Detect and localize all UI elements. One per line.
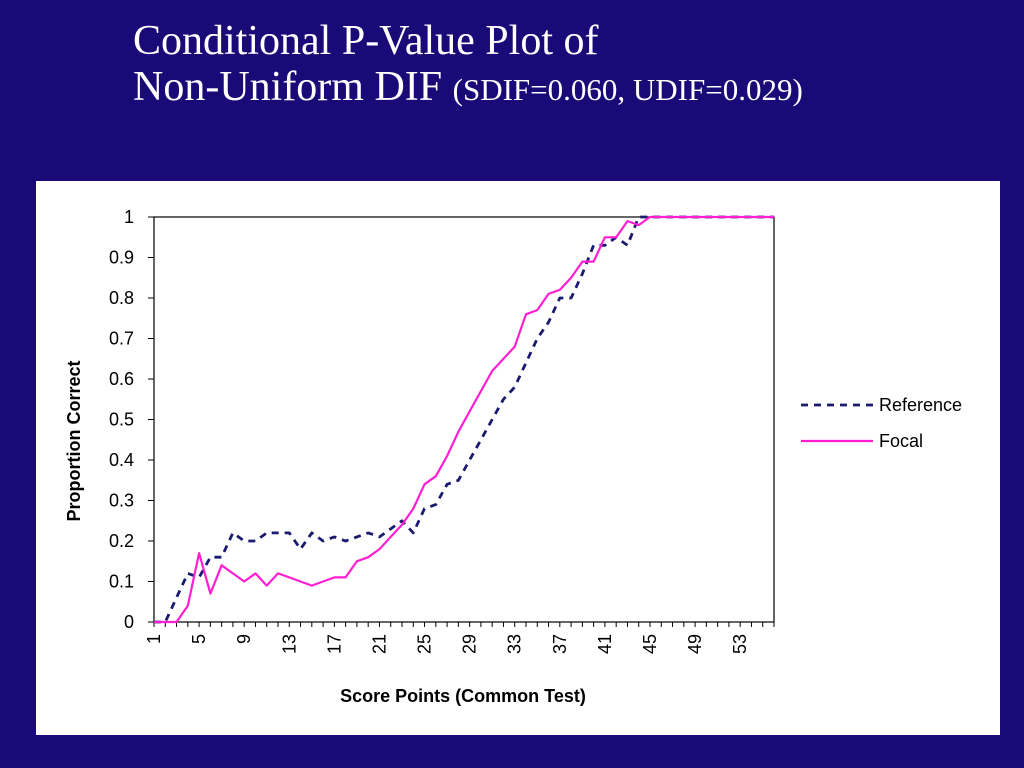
title-line-2: Non-Uniform DIF: [133, 64, 443, 110]
x-axis-title: Score Points (Common Test): [340, 686, 586, 706]
y-tick-label: 0.9: [109, 248, 134, 268]
y-tick-label: 0.1: [109, 572, 134, 592]
x-tick-label: 41: [595, 634, 615, 654]
x-tick-label: 49: [685, 634, 705, 654]
x-tick-label: 45: [640, 634, 660, 654]
series-layer: [154, 215, 774, 624]
legend: Reference Focal: [801, 395, 962, 451]
y-axis: 0 0.1 0.2 0.3 0.4 0.5 0.6 0.7 0.8 0.9 1: [109, 207, 154, 632]
line-chart: 0 0.1 0.2 0.3 0.4 0.5 0.6 0.7 0.8 0.9 1 1 5 9 13 17 21 2…: [64, 207, 962, 706]
x-tick-label: 21: [369, 634, 389, 654]
title-stats: (SDIF=0.060, UDIF=0.029): [452, 72, 803, 107]
y-tick-label: 0.3: [109, 491, 134, 511]
x-tick-label: 5: [189, 634, 209, 644]
x-tick-label: 29: [460, 634, 480, 654]
series-line-focal: [154, 215, 774, 624]
y-tick-label: 0.6: [109, 369, 134, 389]
y-tick-label: 0.5: [109, 410, 134, 430]
x-tick-label: 53: [730, 634, 750, 654]
y-tick-label: 0.7: [109, 329, 134, 349]
y-tick-label: 0.4: [109, 450, 134, 470]
title-line-1: Conditional P-Value Plot of: [133, 18, 599, 64]
x-tick-label: 37: [550, 634, 570, 654]
x-tick-label: 9: [234, 634, 254, 644]
legend-label-focal: Focal: [879, 431, 923, 451]
slide-title: Conditional P-Value Plot of Non-Uniform …: [133, 18, 803, 113]
x-tick-label: 13: [279, 634, 299, 654]
x-tick-label: 17: [324, 634, 344, 654]
y-axis-title: Proportion Correct: [64, 360, 84, 521]
x-tick-label: 33: [505, 634, 525, 654]
y-tick-label: 0.8: [109, 288, 134, 308]
y-tick-label: 0: [124, 612, 134, 632]
x-axis: 1 5 9 13 17 21 25 29 33 37 41 45 49 53: [144, 622, 775, 654]
x-tick-label: 25: [415, 634, 435, 654]
y-tick-label: 0.2: [109, 531, 134, 551]
legend-label-reference: Reference: [879, 395, 962, 415]
x-tick-label: 1: [144, 634, 164, 644]
y-tick-label: 1: [124, 207, 134, 227]
chart-panel: 0 0.1 0.2 0.3 0.4 0.5 0.6 0.7 0.8 0.9 1 1 5 9 13 17 21 2…: [36, 181, 1000, 735]
